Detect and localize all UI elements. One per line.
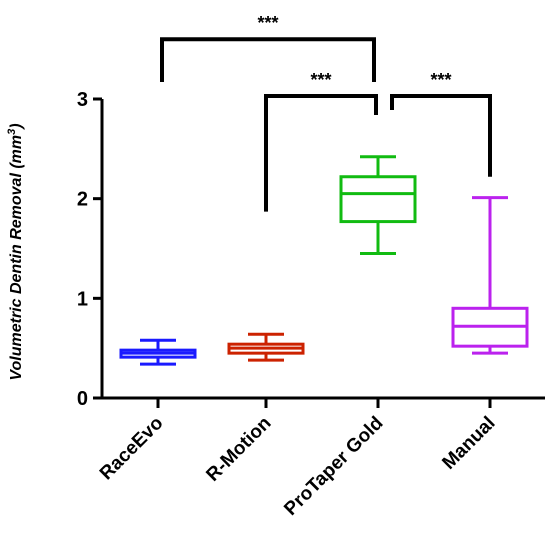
- x-tick-label: Manual: [438, 413, 499, 474]
- plot-area: 0 1 2 3 RaceEvo R-Motion ProTaper Gold Manual **…: [77, 13, 545, 520]
- significance-bracket: [160, 37, 376, 83]
- x-tick-label: R-Motion: [202, 413, 275, 486]
- significance-label: ***: [310, 70, 331, 90]
- y-tick-label: 3: [77, 89, 88, 111]
- x-tick-label: RaceEvo: [96, 413, 168, 485]
- x-tick-label: ProTaper Gold: [280, 413, 387, 520]
- y-tick-label: 1: [77, 288, 88, 310]
- significance-label: ***: [257, 13, 278, 33]
- significance-bracket: [390, 94, 492, 177]
- y-axis-title-main: Volumetric Dentin Removal (mm: [8, 135, 25, 381]
- y-axis-title-superscript: 3: [6, 129, 18, 135]
- y-axis-title: Volumetric Dentin Removal (mm3): [6, 123, 25, 380]
- y-axis-title-close: ): [8, 123, 25, 130]
- box-iqr: [339, 175, 417, 224]
- significance-label: ***: [430, 70, 451, 90]
- significance-bracket: [264, 94, 378, 212]
- y-tick-label: 2: [77, 189, 88, 211]
- y-tick-label: 0: [77, 388, 88, 410]
